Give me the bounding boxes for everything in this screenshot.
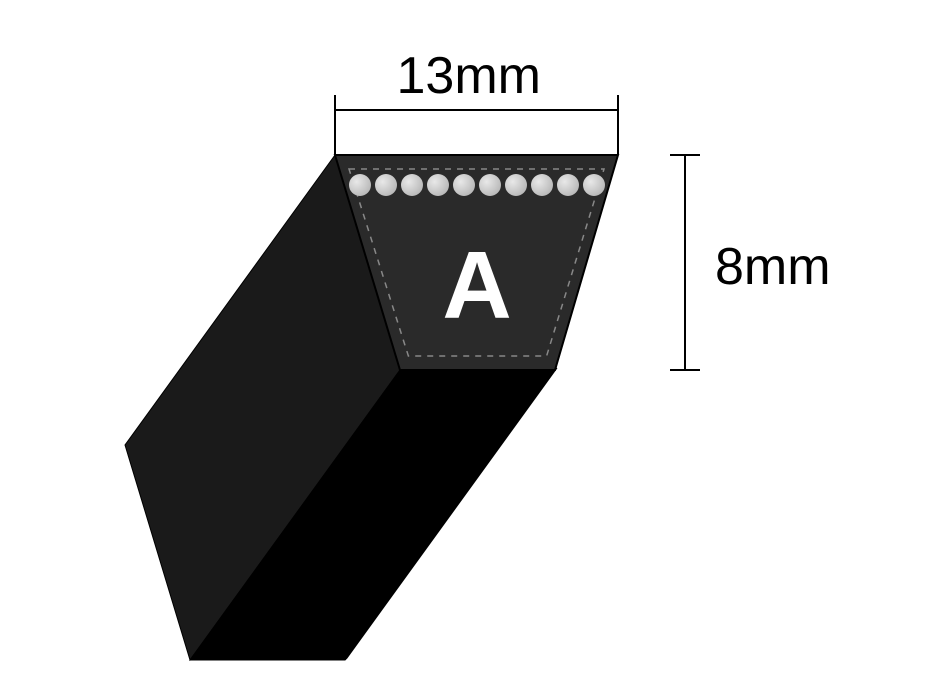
dimension-width-label: 13mm — [397, 46, 541, 106]
cord-dot — [349, 174, 371, 196]
belt-section-letter: A — [442, 232, 511, 339]
cord-dot — [583, 174, 605, 196]
cord-dot — [531, 174, 553, 196]
cord-dot — [505, 174, 527, 196]
cord-dot — [427, 174, 449, 196]
cord-dot — [453, 174, 475, 196]
cord-dot — [375, 174, 397, 196]
cord-dot — [557, 174, 579, 196]
dimension-height — [670, 155, 700, 370]
cord-dot — [479, 174, 501, 196]
diagram-canvas: A 13mm 8mm — [0, 0, 933, 700]
cord-dot — [401, 174, 423, 196]
dimension-height-label: 8mm — [715, 237, 831, 297]
